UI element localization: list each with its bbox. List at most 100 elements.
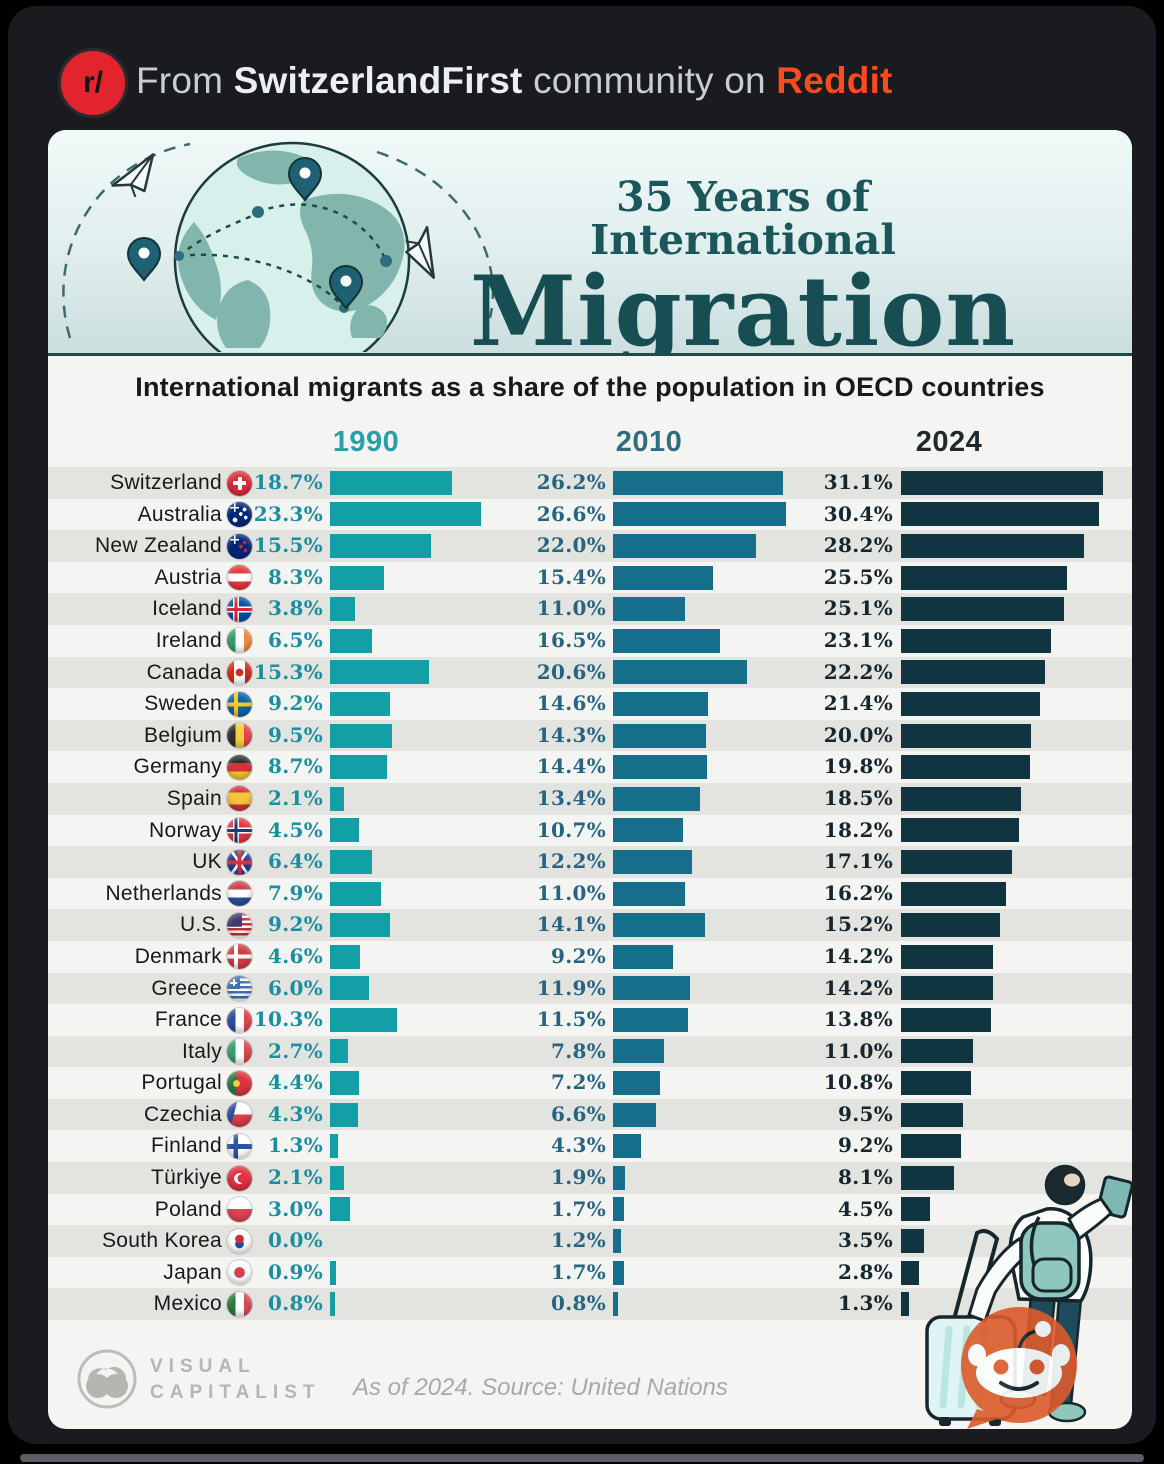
country-row: Finland 1.3% 4.3% 9.2%	[48, 1130, 1132, 1162]
czechia-flag	[227, 1102, 252, 1128]
value-label-1990: 4.3%	[268, 1101, 323, 1126]
country-label: Canada	[146, 660, 222, 684]
germany-flag	[227, 754, 252, 780]
bar-2024	[901, 849, 1013, 874]
country-label: Finland	[151, 1134, 222, 1158]
bar-2010	[613, 1007, 688, 1032]
infographic-title-line1: 35 Years of International	[590, 173, 896, 265]
bar-2024	[901, 1071, 972, 1096]
reddit-snoo-logo	[961, 1307, 1077, 1429]
value-label-2024: 2.8%	[838, 1259, 893, 1284]
bar-2024	[901, 533, 1085, 558]
country-row: New Zealand 15.5% 22.0% 28.2%	[48, 530, 1132, 562]
value-label-2024: 11.0%	[823, 1038, 893, 1063]
bar-1990	[330, 691, 390, 716]
bar-2024	[901, 1197, 931, 1222]
country-label: Greece	[151, 976, 222, 1000]
country-label: Mexico	[153, 1292, 222, 1316]
finland-flag	[227, 1133, 252, 1159]
bar-2024	[901, 1007, 991, 1032]
value-label-1990: 18.7%	[253, 470, 323, 494]
value-label-2010: 15.4%	[536, 564, 606, 589]
denmark-flag	[227, 944, 252, 970]
value-label-2010: 1.7%	[551, 1259, 606, 1284]
country-row: Italy 2.7% 7.8% 11.0%	[48, 1035, 1132, 1068]
visual-capitalist-logo-icon	[77, 1349, 137, 1409]
iceland-flag	[227, 596, 252, 622]
value-label-1990: 15.5%	[253, 533, 323, 558]
greece-flag	[227, 976, 252, 1001]
value-label-2024: 14.2%	[823, 975, 893, 1000]
bar-2024	[901, 1134, 961, 1159]
banner-platform-link[interactable]: Reddit	[776, 60, 893, 101]
reddit-community-icon[interactable]: r/	[58, 48, 128, 118]
value-label-1990: 9.5%	[268, 722, 323, 747]
country-label: Norway	[149, 818, 222, 842]
value-label-1990: 2.1%	[268, 1165, 323, 1190]
bar-1990	[330, 723, 392, 748]
uk-flag	[227, 849, 252, 875]
country-label: Poland	[154, 1197, 222, 1221]
value-label-2010: 6.6%	[551, 1101, 606, 1126]
bar-2010	[613, 881, 685, 906]
country-row: Czechia 4.3% 6.6% 9.5%	[48, 1098, 1132, 1131]
value-label-2024: 13.8%	[823, 1007, 893, 1032]
value-label-2024: 31.1%	[823, 470, 893, 494]
country-label: Czechia	[144, 1102, 222, 1126]
bar-2010	[613, 976, 691, 1001]
value-label-2024: 21.4%	[823, 691, 893, 716]
bar-2024	[901, 786, 1022, 811]
netherlands-flag	[227, 881, 252, 907]
column-header-1990: 1990	[332, 426, 400, 458]
value-label-1990: 8.3%	[268, 564, 323, 589]
bar-1990	[330, 1007, 397, 1032]
value-label-1990: 9.2%	[268, 691, 323, 716]
value-label-2010: 0.8%	[551, 1291, 606, 1316]
value-label-2010: 9.2%	[551, 943, 606, 968]
value-label-2010: 12.2%	[536, 849, 606, 874]
portugal-flag	[227, 1070, 252, 1096]
value-label-1990: 6.0%	[268, 975, 323, 1000]
country-label: UK	[192, 850, 222, 874]
bar-1990	[330, 1292, 336, 1317]
value-label-1990: 6.5%	[268, 627, 323, 652]
bar-1990	[330, 786, 344, 811]
country-label: Germany	[133, 755, 222, 779]
value-label-2024: 19.8%	[823, 754, 893, 779]
bar-1990	[330, 1197, 350, 1222]
visual-capitalist-wordmark: VISUAL CAPITALIST	[150, 1356, 321, 1403]
bar-2024	[901, 597, 1065, 622]
map-pin-icon	[328, 264, 364, 310]
bar-2010	[613, 1292, 619, 1317]
value-label-2010: 7.8%	[551, 1038, 606, 1063]
country-row: Germany 8.7% 14.4% 19.8%	[48, 751, 1132, 783]
value-label-2024: 22.2%	[823, 659, 893, 684]
bar-2010	[613, 470, 784, 495]
south-korea-flag	[227, 1228, 252, 1254]
austria-flag	[227, 565, 252, 591]
value-label-2010: 22.0%	[536, 533, 606, 558]
column-header-2010: 2010	[615, 426, 683, 458]
bar-2024	[901, 913, 1000, 938]
bar-2024	[901, 470, 1104, 495]
country-label: Sweden	[144, 692, 222, 716]
bar-2010	[613, 597, 685, 622]
value-label-2024: 30.4%	[823, 501, 893, 526]
bar-1990	[330, 1260, 336, 1285]
value-label-2010: 13.4%	[536, 785, 606, 810]
country-row: Türkiye 2.1% 1.9% 8.1%	[48, 1162, 1132, 1194]
bar-1990	[330, 628, 373, 653]
value-label-2010: 11.0%	[536, 596, 606, 621]
bar-2024	[901, 1229, 924, 1254]
value-label-2024: 4.5%	[838, 1196, 893, 1221]
bar-1990	[330, 533, 431, 558]
value-label-2010: 20.6%	[536, 659, 606, 684]
bar-2024	[901, 502, 1099, 527]
infographic-title-line2: Migration	[469, 255, 1017, 356]
value-label-2024: 3.5%	[838, 1228, 893, 1253]
country-row: Portugal 4.4% 7.2% 10.8%	[48, 1067, 1132, 1099]
country-row: Ireland 6.5% 16.5% 23.1%	[48, 625, 1132, 657]
value-label-2024: 9.2%	[838, 1133, 893, 1158]
banner-community-link[interactable]: SwitzerlandFirst	[233, 60, 523, 101]
country-row: Poland 3.0% 1.7% 4.5%	[48, 1194, 1132, 1226]
